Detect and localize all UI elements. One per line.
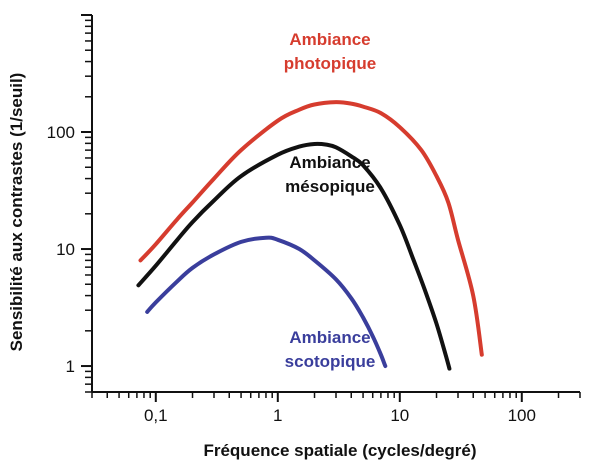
y-tick-label: 1 bbox=[66, 357, 75, 376]
y-tick-label: 10 bbox=[56, 240, 75, 259]
x-tick-label: 100 bbox=[508, 406, 536, 425]
series-line-scotopique bbox=[145, 235, 388, 368]
annotation-line: Ambiance bbox=[289, 30, 370, 49]
annotation-line: photopique bbox=[284, 54, 377, 73]
y-tick-label: 100 bbox=[47, 123, 75, 142]
annotation-photopique: Ambiance photopique bbox=[284, 30, 377, 73]
annotation-line: mésopique bbox=[285, 177, 375, 196]
annotation-line: scotopique bbox=[285, 352, 376, 371]
series-line-mesopique bbox=[136, 141, 452, 371]
series-layer bbox=[136, 100, 484, 371]
annotation-line: Ambiance bbox=[289, 328, 370, 347]
annotation-scotopique: Ambiance scotopique bbox=[285, 328, 376, 371]
annotation-line: Ambiance bbox=[289, 153, 370, 172]
y-axis-label: Sensibilité aux contrastes (1/seuil) bbox=[7, 73, 26, 352]
axes: 1 10 100 0,1 1 10 100 bbox=[47, 14, 581, 425]
x-tick-label: 1 bbox=[273, 406, 282, 425]
x-tick-label: 0,1 bbox=[144, 406, 168, 425]
annotation-mesopique: Ambiance mésopique bbox=[285, 153, 375, 196]
x-tick-label: 10 bbox=[390, 406, 409, 425]
series-line-photopique bbox=[138, 100, 484, 357]
x-axis-label: Fréquence spatiale (cycles/degré) bbox=[203, 441, 476, 460]
